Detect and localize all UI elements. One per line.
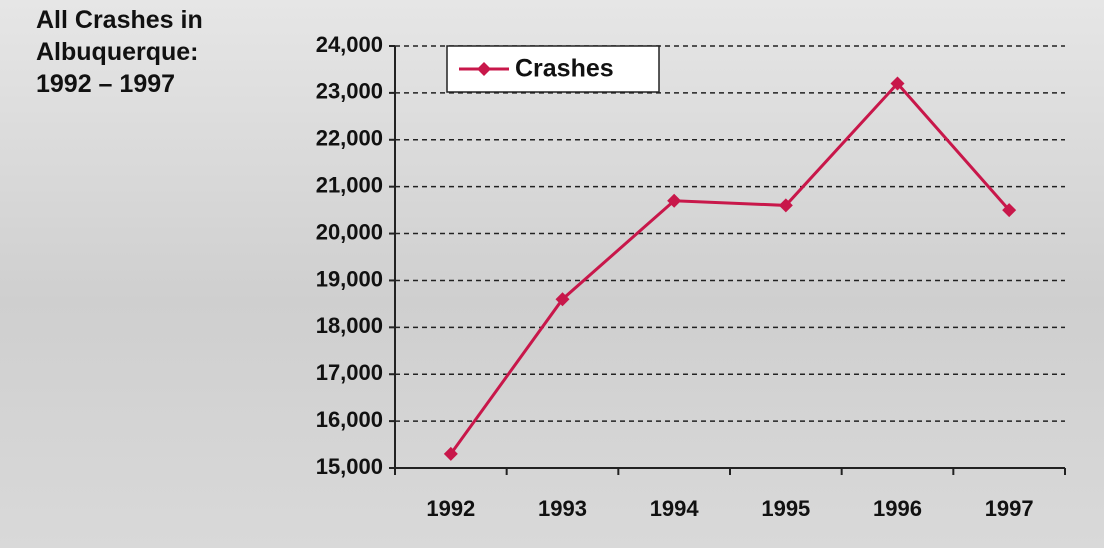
legend-marker — [477, 62, 491, 76]
legend-label: Crashes — [515, 55, 614, 83]
x-tick-label: 1996 — [873, 496, 922, 521]
y-tick-label: 17,000 — [316, 360, 383, 385]
x-tick-label: 1992 — [426, 496, 475, 521]
x-tick-label: 1997 — [985, 496, 1034, 521]
x-tick-label: 1995 — [761, 496, 810, 521]
marker — [443, 446, 458, 461]
y-tick-label: 15,000 — [316, 454, 383, 479]
y-tick-label: 23,000 — [316, 79, 383, 104]
y-tick-label: 16,000 — [316, 407, 383, 432]
marker — [667, 193, 682, 208]
y-tick-label: 20,000 — [316, 219, 383, 244]
marker — [1002, 203, 1017, 218]
line — [449, 81, 1011, 455]
x-tick-label: 1993 — [538, 496, 587, 521]
y-tick-label: 18,000 — [316, 313, 383, 338]
marker — [555, 292, 570, 307]
y-tick-label: 22,000 — [316, 126, 383, 151]
x-tick-label: 1994 — [650, 496, 700, 521]
marker — [778, 198, 793, 213]
chart-title: All Crashes in Albuquerque: 1992 – 1997 — [36, 6, 203, 98]
y-tick-label: 24,000 — [316, 32, 383, 57]
y-tick-label: 21,000 — [316, 172, 383, 197]
y-tick-label: 19,000 — [316, 266, 383, 291]
marker — [890, 76, 905, 91]
legend: Crashes — [446, 45, 660, 93]
